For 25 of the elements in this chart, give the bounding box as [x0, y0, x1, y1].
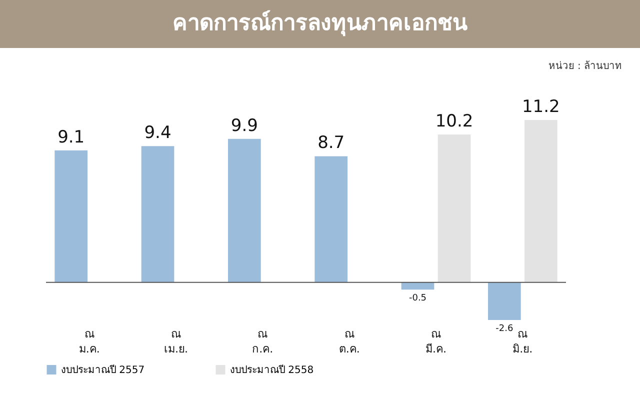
bar — [438, 134, 471, 282]
data-label: 9.1 — [58, 127, 85, 148]
data-label: 11.2 — [522, 97, 560, 117]
data-label: -2.6 — [496, 324, 514, 334]
x-tick-label: ณ มี.ค. — [426, 328, 446, 356]
x-tick-label: ณ ม.ค. — [78, 328, 100, 356]
x-tick-label: ณ ก.ค. — [252, 328, 274, 356]
bar — [141, 146, 174, 282]
data-label: 9.9 — [230, 116, 258, 136]
x-tick-label: ณ ต.ค. — [338, 328, 360, 356]
bar — [488, 282, 521, 320]
bar — [228, 138, 261, 282]
x-tick-label: ณ มิ.ย. — [512, 328, 533, 356]
data-label: 8.7 — [318, 133, 345, 154]
legend-label: งบประมาณปี 2557 — [61, 364, 145, 376]
data-label: 10.2 — [435, 111, 474, 132]
bar — [314, 156, 348, 282]
x-tick-label: ณ เม.ย. — [164, 328, 188, 356]
bar — [524, 120, 558, 282]
legend-label: งบประมาณปี 2558 — [230, 364, 314, 376]
bar — [54, 150, 88, 282]
text: หน่วย : ล้านบาท — [548, 58, 622, 73]
data-label: 9.4 — [144, 123, 172, 144]
data-label: -0.5 — [408, 294, 427, 304]
chart-title: คาดการณ์การลงทุนภาคเอกชน — [0, 0, 640, 48]
